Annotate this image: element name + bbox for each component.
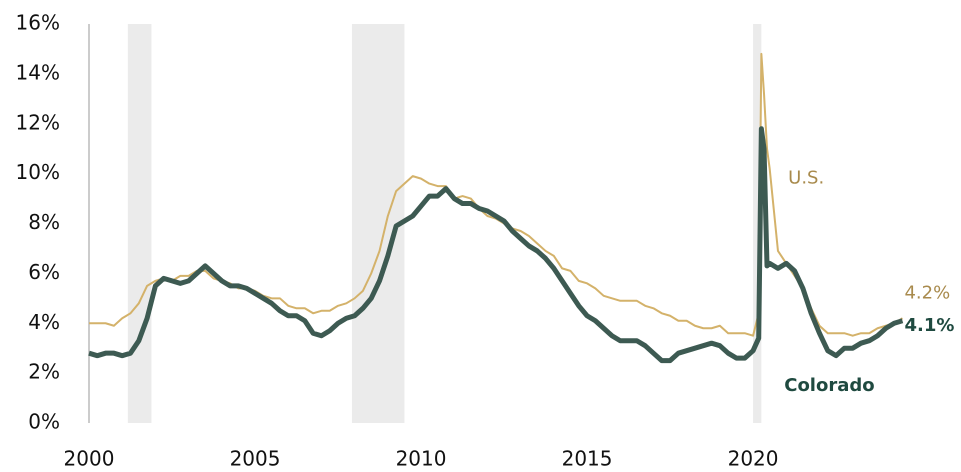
y-tick-label: 12% <box>16 110 60 134</box>
recession-band <box>127 24 152 423</box>
y-tick-label: 2% <box>28 360 60 384</box>
end-label: 4.1% <box>904 315 954 336</box>
line-0 <box>89 52 903 337</box>
x-tick-label: 2015 <box>562 447 613 471</box>
y-tick-label: 10% <box>16 160 60 184</box>
y-tick-label: 0% <box>28 410 60 434</box>
x-tick-label: 2005 <box>230 447 281 471</box>
y-tick-label: 8% <box>28 210 60 234</box>
x-tick-label: 2000 <box>64 447 115 471</box>
y-tick-label: 6% <box>28 260 60 284</box>
series-label: U.S. <box>788 168 824 189</box>
y-tick-label: 14% <box>16 60 60 84</box>
y-tick-label: 4% <box>28 310 60 334</box>
x-tick-label: 2010 <box>396 447 447 471</box>
y-tick-label: 16% <box>16 11 60 35</box>
line-1 <box>88 126 904 364</box>
end-label: 4.2% <box>904 282 950 303</box>
x-tick-label: 2020 <box>728 447 779 471</box>
recession-band <box>753 24 762 423</box>
series-label: Colorado <box>784 375 874 396</box>
